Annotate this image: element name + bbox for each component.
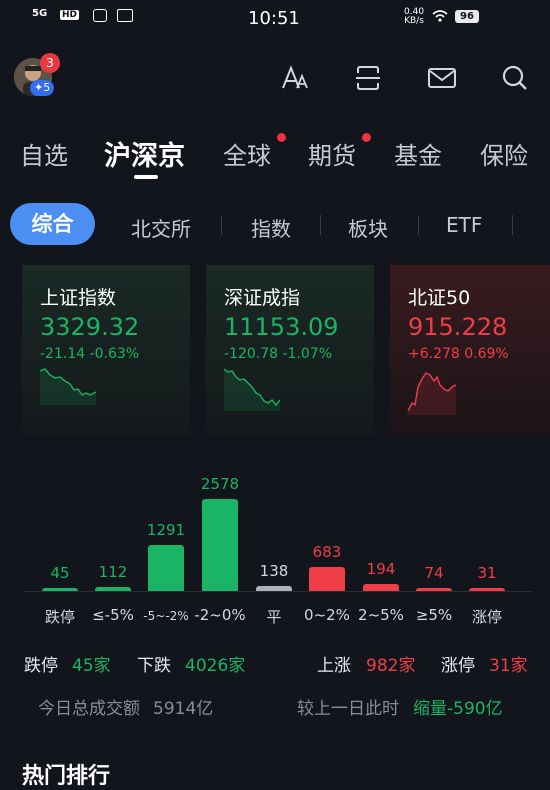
index-value: 3329.32 [40, 313, 140, 341]
battery-indicator: 96 [455, 10, 479, 23]
active-tab-indicator [134, 175, 158, 179]
summary-up-label: 上涨 [317, 656, 351, 676]
summary-limit-down-label: 跌停 [24, 656, 58, 676]
distribution-bar [363, 584, 399, 591]
index-name: 上证指数 [40, 287, 117, 309]
subtab-divider [221, 215, 222, 235]
level-badge: ✦5 [30, 80, 55, 96]
index-sparkline [39, 368, 97, 405]
tab-funds[interactable]: 基金 [394, 142, 442, 170]
subtab-index[interactable]: 指数 [251, 217, 291, 241]
index-change: +6.278 0.69% [408, 346, 509, 362]
index-value: 11153.09 [224, 313, 339, 341]
notification-badge: 3 [40, 53, 60, 73]
distribution-count: 683 [312, 542, 342, 561]
distribution-label: 2~5% [358, 606, 404, 624]
subtab-divider [512, 215, 513, 235]
distribution-label: -2~0% [194, 606, 246, 624]
index-value: 915.228 [408, 313, 508, 341]
subtab-divider [320, 215, 321, 235]
section-title: 热门排行 [22, 764, 111, 789]
distribution-count: 45 [50, 564, 70, 582]
app-notification-icon [93, 9, 107, 22]
summary-down-value: 4026家 [185, 656, 246, 676]
tab-futures[interactable]: 期货 [308, 142, 356, 170]
index-sparkline [223, 368, 281, 411]
index-card-szse[interactable]: 深证成指 11153.09 -120.78 -1.07% [206, 265, 374, 435]
distribution-bar [256, 586, 292, 591]
tab-shanghai-shenzhen-beijing[interactable]: 沪深京 [104, 141, 185, 172]
search-icon[interactable] [500, 63, 530, 93]
distribution-count: 194 [366, 560, 396, 579]
distribution-count: 138 [259, 562, 289, 581]
speed-unit: KB/s [404, 16, 424, 26]
tab-watchlist[interactable]: 自选 [20, 142, 68, 170]
status-bar: 5G HD 10:51 0.40 KB/s 96 [0, 0, 550, 36]
distribution-bar [148, 544, 184, 591]
compare-label: 较上一日此时 [297, 699, 399, 719]
tab-global-red-dot [277, 133, 286, 142]
clock: 10:51 [248, 8, 300, 29]
gallery-notification-icon [117, 9, 133, 22]
distribution-count: 1291 [146, 520, 186, 539]
summary-limit-up-label: 涨停 [441, 656, 475, 676]
distribution-count: 74 [424, 564, 444, 582]
distribution-bar [469, 588, 505, 591]
distribution-label: 平 [266, 608, 282, 626]
mail-icon[interactable] [427, 63, 457, 93]
distribution-bar [202, 499, 238, 591]
distribution-label: ≥5% [415, 606, 453, 624]
summary-limit-up-value: 31家 [489, 656, 528, 676]
index-card-bse50[interactable]: 北证50 915.228 +6.278 0.69% [390, 265, 550, 435]
distribution-label: 涨停 [471, 608, 502, 626]
index-change: -120.78 -1.07% [224, 346, 333, 362]
distribution-bar [42, 588, 78, 591]
tab-insurance[interactable]: 保险 [480, 142, 528, 170]
subtab-overview[interactable]: 综合 [10, 203, 95, 245]
chart-baseline [24, 591, 532, 592]
distribution-count: 112 [98, 563, 128, 581]
index-sparkline [407, 372, 457, 415]
distribution-count: 31 [477, 564, 497, 582]
font-size-icon[interactable] [280, 63, 310, 93]
distribution-label: 0~2% [304, 606, 350, 624]
tab-global[interactable]: 全球 [223, 142, 271, 170]
subtab-sector[interactable]: 板块 [348, 217, 388, 241]
distribution-bar [309, 566, 345, 591]
index-change: -21.14 -0.63% [40, 346, 140, 362]
scan-icon[interactable] [353, 63, 383, 93]
summary-limit-down-value: 45家 [72, 656, 111, 676]
network-indicator: 5G [32, 8, 48, 19]
summary-up-value: 982家 [366, 656, 416, 676]
distribution-count: 2578 [200, 475, 240, 493]
hd-badge: HD [60, 10, 80, 20]
summary-down-label: 下跌 [137, 656, 171, 676]
subtab-etf[interactable]: ETF [446, 213, 483, 237]
subtab-bse[interactable]: 北交所 [131, 217, 191, 241]
compare-value: 缩量-590亿 [413, 699, 503, 719]
turnover-value: 5914亿 [153, 699, 214, 719]
index-card-sse[interactable]: 上证指数 3329.32 -21.14 -0.63% [22, 265, 190, 435]
distribution-label: 跌停 [44, 608, 75, 626]
index-name: 深证成指 [224, 287, 301, 309]
turnover-label: 今日总成交额 [38, 699, 140, 719]
distribution-bar [416, 588, 452, 591]
distribution-label: ≤-5% [92, 606, 134, 624]
distribution-bar [95, 587, 131, 591]
speed-value: 0.40 [404, 7, 425, 17]
distribution-label: -5~-2% [143, 609, 189, 623]
subtab-divider [418, 215, 419, 235]
wifi-icon [432, 10, 448, 22]
tab-futures-red-dot [362, 133, 371, 142]
network-speed: 0.40 KB/s [404, 8, 424, 26]
index-name: 北证50 [408, 287, 471, 309]
